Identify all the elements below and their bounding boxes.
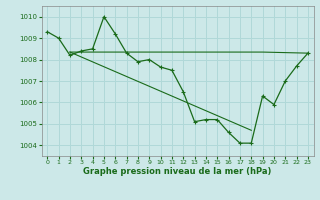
X-axis label: Graphe pression niveau de la mer (hPa): Graphe pression niveau de la mer (hPa): [84, 167, 272, 176]
